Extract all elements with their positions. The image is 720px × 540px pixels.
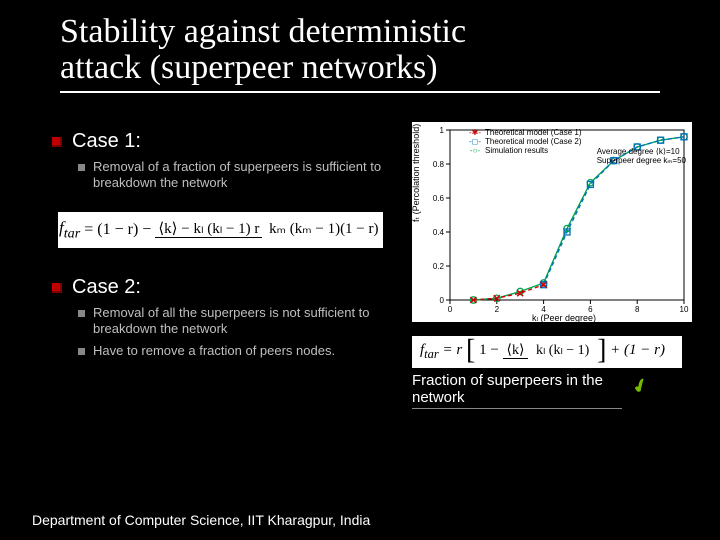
chart-legend: -✱-Theoretical model (Case 1) -◻-Theoret… [468,128,581,156]
f2-den: kₗ (kₗ − 1) [532,343,593,358]
chart-ylabel: fₜ (Percolation threshold) [411,124,422,222]
title-line-2: attack (superpeer networks) [60,49,438,86]
legend-item-2: Theoretical model (Case 2) [485,137,581,146]
param-line-2: Superpeer degree kₘ=50 [597,157,686,166]
svg-text:0.8: 0.8 [433,160,445,169]
case2-sub-bullet-1: Removal of all the superpeers is not suf… [78,305,392,338]
right-column: -✱-Theoretical model (Case 1) -◻-Theoret… [412,122,692,409]
left-column: Case 1: Removal of a fraction of superpe… [52,130,392,360]
f1-eq: = (1 − r) − [84,220,155,237]
case2-sub1-text: Removal of all the superpeers is not suf… [93,305,383,338]
f2-mid1: = r [443,342,463,358]
legend-item-1: Theoretical model (Case 1) [485,128,581,137]
svg-text:2: 2 [495,305,500,314]
f2-num: ⟨k⟩ [503,343,529,359]
f2-bclose: ] [597,335,606,366]
case2-bullet: Case 2: [52,276,392,299]
bullet-icon [52,283,62,293]
f2-term: 1 − [479,342,502,358]
case2-block: Case 2: Removal of all the superpeers is… [52,276,392,360]
case1-sub-text: Removal of a fraction of superpeers is s… [93,159,392,192]
formula-case2: ftar = r [ 1 − ⟨k⟩ kₗ (kₗ − 1) ] + (1 − … [412,336,682,368]
title-area: Stability against deterministic attack (… [60,14,680,93]
f2-tail: + (1 − r) [610,342,665,358]
slide-title: Stability against deterministic attack (… [60,14,680,85]
svg-text:8: 8 [635,305,640,314]
case1-bullet: Case 1: [52,130,392,153]
title-line-1: Stability against deterministic [60,13,466,50]
caption-text: Fraction of superpeers in the network [412,372,622,409]
arrow-icon: ✔ [629,374,652,399]
bullet-icon [52,137,62,147]
legend-item-3: Simulation results [485,146,548,155]
f1-den: kₘ (kₘ − 1)(1 − r) [266,221,381,237]
svg-text:0.4: 0.4 [433,228,445,237]
slide-footer: Department of Computer Science, IIT Khar… [32,512,370,528]
f1-lhs-sub: tar [64,225,81,241]
case2-sub2-text: Have to remove a fraction of peers nodes… [93,343,383,359]
percolation-chart: -✱-Theoretical model (Case 1) -◻-Theoret… [412,122,692,322]
svg-text:0.6: 0.6 [433,194,445,203]
f2-lhs-sub: tar [424,347,439,361]
svg-text:0: 0 [448,305,453,314]
title-underline [60,91,660,93]
case2-sub-bullet-2: Have to remove a fraction of peers nodes… [78,343,392,359]
case2-label: Case 2: [72,276,141,299]
case1-sub-bullet: Removal of a fraction of superpeers is s… [78,159,392,192]
case1-label: Case 1: [72,130,141,153]
formula-case1: ftar = (1 − r) − ⟨k⟩ − kₗ (kₗ − 1) r kₘ … [58,212,383,248]
svg-text:1: 1 [440,126,445,135]
svg-text:0.2: 0.2 [433,262,445,271]
bullet-icon [78,310,85,317]
chart-xlabel: kₗ (Peer degree) [532,313,596,324]
f2-bopen: [ [466,335,475,366]
f1-num: ⟨k⟩ − kₗ (kₗ − 1) r [155,221,262,238]
bullet-icon [78,164,85,171]
svg-text:10: 10 [680,305,689,314]
chart-params: Average degree ⟨k⟩=10 Superpeer degree k… [597,148,686,166]
bullet-icon [78,348,85,355]
svg-text:0: 0 [440,296,445,305]
